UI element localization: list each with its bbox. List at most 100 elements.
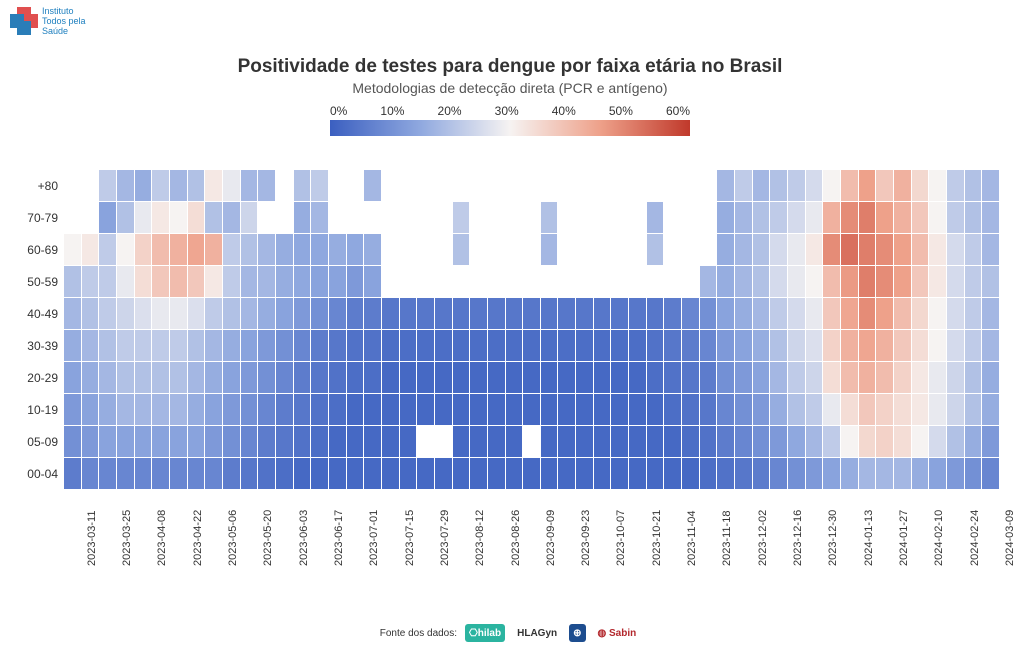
heatmap-cell [806, 330, 824, 362]
heatmap-cell [682, 266, 700, 298]
heatmap-cell [258, 170, 276, 202]
heatmap-cell [717, 298, 735, 330]
heatmap-cell [664, 426, 682, 458]
heatmap-cell [788, 202, 806, 234]
heatmap-cell [541, 170, 559, 202]
heatmap-cell [965, 234, 983, 266]
heatmap-cell [947, 266, 965, 298]
heatmap-cell [488, 202, 506, 234]
source-logo-einstein: ⊕ [569, 624, 585, 642]
heatmap-cell [541, 330, 559, 362]
heatmap-cell [929, 362, 947, 394]
heatmap-cell [876, 298, 894, 330]
heatmap-cell [753, 298, 771, 330]
heatmap-cell [99, 266, 117, 298]
heatmap-cell [717, 266, 735, 298]
heatmap-cell [823, 170, 841, 202]
heatmap-cell [876, 266, 894, 298]
heatmap-cell [735, 394, 753, 426]
heatmap-cell [135, 202, 153, 234]
heatmap-cell [82, 170, 100, 202]
heatmap-cell [982, 426, 1000, 458]
heatmap-cell [470, 394, 488, 426]
heatmap-cell [329, 362, 347, 394]
chart-subtitle: Metodologias de detecção direta (PCR e a… [0, 80, 1020, 96]
heatmap-cell [99, 170, 117, 202]
heatmap-cell [64, 394, 82, 426]
heatmap-cell [205, 266, 223, 298]
heatmap-cell [841, 234, 859, 266]
heatmap-cell [400, 202, 418, 234]
heatmap-cell [788, 394, 806, 426]
heatmap-cell [947, 330, 965, 362]
heatmap-cell [859, 234, 877, 266]
heatmap-cell [347, 458, 365, 490]
heatmap-cell [753, 330, 771, 362]
heatmap-cell [188, 362, 206, 394]
heatmap-cell [488, 362, 506, 394]
heatmap-cell [170, 266, 188, 298]
heatmap-cell [876, 170, 894, 202]
logo-text-line3: Saúde [42, 26, 86, 36]
heatmap-cell [82, 202, 100, 234]
heatmap-cell [947, 170, 965, 202]
heatmap-cell [770, 330, 788, 362]
heatmap-cell [170, 362, 188, 394]
heatmap-cell [806, 266, 824, 298]
heatmap-cell [965, 202, 983, 234]
heatmap-cell [806, 426, 824, 458]
heatmap-cell [294, 266, 312, 298]
heatmap-cell [806, 362, 824, 394]
heatmap-cell [594, 426, 612, 458]
heatmap-cell [311, 298, 329, 330]
heatmap-cell [859, 266, 877, 298]
heatmap-cell [364, 202, 382, 234]
x-axis-tick-label: 2023-12-02 [757, 510, 769, 566]
heatmap-cell [241, 458, 259, 490]
heatmap-cell [258, 266, 276, 298]
heatmap-cell [364, 394, 382, 426]
heatmap-cell [576, 266, 594, 298]
heatmap-cell [929, 202, 947, 234]
heatmap-cell [417, 170, 435, 202]
heatmap-cell [347, 426, 365, 458]
heatmap-cell [629, 170, 647, 202]
heatmap-cell [453, 266, 471, 298]
heatmap-cell [806, 234, 824, 266]
heatmap-cell [99, 298, 117, 330]
heatmap-cell [770, 394, 788, 426]
heatmap-cell [647, 298, 665, 330]
heatmap-cell [453, 458, 471, 490]
heatmap-cell [364, 170, 382, 202]
heatmap-cell [347, 394, 365, 426]
heatmap-cell [611, 426, 629, 458]
heatmap-cell [470, 202, 488, 234]
heatmap-cell [576, 234, 594, 266]
heatmap-cell [806, 170, 824, 202]
heatmap-cell [788, 266, 806, 298]
heatmap-cell [541, 362, 559, 394]
heatmap-cell [594, 234, 612, 266]
heatmap-cell [223, 426, 241, 458]
heatmap-cell [541, 426, 559, 458]
heatmap-cell [947, 426, 965, 458]
heatmap-cell [364, 266, 382, 298]
heatmap-cell [576, 394, 594, 426]
x-axis-labels: 2023-03-112023-03-252023-04-082023-04-22… [64, 498, 1000, 608]
heatmap-cell [982, 458, 1000, 490]
heatmap-cell [364, 234, 382, 266]
heatmap-cell [647, 458, 665, 490]
x-axis-tick-label: 2024-02-24 [969, 510, 981, 566]
heatmap-cell [382, 202, 400, 234]
heatmap-cell [594, 298, 612, 330]
heatmap-cell [382, 330, 400, 362]
heatmap-cell [682, 234, 700, 266]
heatmap-cell [188, 394, 206, 426]
heatmap-cell [664, 394, 682, 426]
heatmap-cell [82, 394, 100, 426]
heatmap-cell [435, 202, 453, 234]
heatmap-cell [594, 458, 612, 490]
heatmap-cell [188, 266, 206, 298]
heatmap-cell [170, 170, 188, 202]
x-axis-tick-label: 2024-01-27 [898, 510, 910, 566]
